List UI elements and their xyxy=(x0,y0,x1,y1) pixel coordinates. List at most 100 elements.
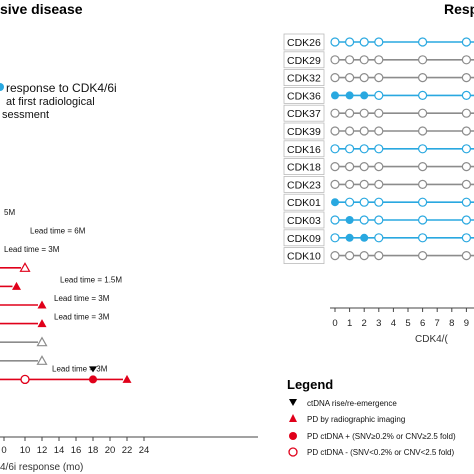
pd-imaging-open-marker xyxy=(19,262,31,272)
ctdna-negative-marker xyxy=(330,144,340,154)
left-x-axis-label: 4/6i response (mo) xyxy=(0,462,83,473)
pd-imaging-marker xyxy=(37,319,47,328)
patient-id-label: CDK03 xyxy=(287,215,321,227)
ctdna-positive-marker xyxy=(360,233,369,242)
lead-time-label: Lead time = 3M xyxy=(52,364,108,373)
left-timeline-rows: 5M Lead time = 6M Lead time = 3M Lead time … xyxy=(0,208,132,385)
patient-id-label: CDK16 xyxy=(287,144,321,156)
left-x-axis: 0 10 12 14 16 18 20 22 24 xyxy=(0,436,258,456)
ctdna-rise-marker xyxy=(89,366,97,373)
right-tick-label: 2 xyxy=(362,318,367,329)
ctdna-negative-marker xyxy=(345,197,355,207)
ctdna-negative-marker xyxy=(461,126,471,136)
patient-id-label: CDK01 xyxy=(287,197,321,209)
ctdna-negative-marker xyxy=(345,251,355,261)
lead-time-label: Lead time = 6M xyxy=(30,227,86,236)
legend-item-ctdna-rise: ctDNA rise/re-emergence xyxy=(307,399,397,408)
ctdna-negative-marker xyxy=(359,162,369,172)
patient-id-label: CDK37 xyxy=(287,108,321,120)
patient-id-label: CDK29 xyxy=(287,55,321,67)
patient-label-box xyxy=(283,122,325,140)
ctdna-negative-marker xyxy=(330,233,340,243)
ctdna-negative-marker xyxy=(345,162,355,172)
note-circle-icon xyxy=(0,83,4,91)
patient-id-label: CDK09 xyxy=(287,233,321,245)
ctdna-negative-marker xyxy=(345,72,355,83)
ctdna-negative-marker xyxy=(330,108,340,118)
note-line-1: response to CDK4/6i xyxy=(6,81,117,95)
patient-id-label: CDK23 xyxy=(287,179,321,191)
filled-circle-icon xyxy=(289,432,297,440)
ctdna-negative-marker xyxy=(418,251,428,261)
lead-time-label: Lead time = 3M xyxy=(54,313,110,322)
ctdna-negative-marker xyxy=(461,55,471,65)
patient-id-label: CDK26 xyxy=(287,37,321,49)
lead-time-label: Lead time = 3M xyxy=(54,294,110,303)
left-tick-label: 24 xyxy=(139,445,150,456)
patient-label-box xyxy=(283,229,325,247)
patient-label-box xyxy=(283,51,325,69)
ctdna-negative-marker xyxy=(374,37,384,47)
ctdna-negative-marker xyxy=(345,108,355,118)
right-tick-label: 9 xyxy=(464,318,469,329)
right-tick-label: 6 xyxy=(420,318,425,329)
ctdna-negative-marker xyxy=(418,90,428,101)
ctdna-positive-marker xyxy=(345,216,354,224)
ctdna-positive-marker xyxy=(331,91,339,100)
ctdna-negative-marker xyxy=(461,251,471,261)
ctdna-negative-marker xyxy=(374,215,384,225)
ctdna-negative-marker xyxy=(345,144,355,154)
ctdna-negative-marker xyxy=(374,179,384,189)
ctdna-negative-marker xyxy=(330,37,340,47)
ctdna-negative-marker xyxy=(359,126,369,136)
pd-imaging-marker xyxy=(122,374,132,383)
ctdna-positive-marker xyxy=(360,91,369,100)
left-tick-label: 18 xyxy=(88,445,99,456)
legend-title: Legend xyxy=(287,377,333,392)
ctdna-negative-marker xyxy=(374,108,384,118)
ctdna-negative-marker xyxy=(374,72,384,83)
note-line-2: at first radiological xyxy=(6,96,95,108)
left-tick-label: 14 xyxy=(54,445,65,456)
ctdna-negative-marker xyxy=(374,233,384,243)
ctdna-negative-marker xyxy=(374,162,384,172)
legend: Legend ctDNA rise/re-emergence PD by rad… xyxy=(287,377,456,457)
left-tick-label: 20 xyxy=(105,445,116,456)
ctdna-negative-marker xyxy=(330,72,340,83)
note-line-3: sessment xyxy=(2,109,49,121)
right-tick-label: 0 xyxy=(332,318,337,329)
down-triangle-icon xyxy=(289,399,297,406)
ctdna-negative-marker xyxy=(461,162,471,172)
left-panel-title: sive disease xyxy=(0,1,83,17)
ctdna-negative-marker xyxy=(461,215,471,225)
ctdna-negative-marker xyxy=(359,179,369,189)
left-tick-label: 22 xyxy=(122,445,133,456)
legend-item-ctdna-positive: PD ctDNA + (SNV≥0.2% or CNV≥2.5 fold) xyxy=(307,432,456,441)
ctdna-negative-marker xyxy=(461,144,471,154)
right-tick-label: 5 xyxy=(405,318,410,329)
ctdna-negative-marker xyxy=(461,108,471,118)
ctdna-positive-marker xyxy=(345,91,354,100)
patient-label-box xyxy=(283,104,325,122)
ctdna-negative-marker xyxy=(418,55,428,65)
patient-id-label: CDK32 xyxy=(287,73,321,85)
ctdna-negative-marker xyxy=(330,251,340,261)
ctdna-negative-marker xyxy=(418,179,428,189)
ctdna-negative-marker xyxy=(418,215,428,225)
left-tick-label: 0 xyxy=(1,445,6,456)
pd-imaging-marker xyxy=(37,300,47,309)
right-tick-label: 4 xyxy=(391,318,396,329)
right-tick-label: 8 xyxy=(449,318,454,329)
patient-label-box xyxy=(283,140,325,158)
ctdna-positive-marker xyxy=(89,375,97,384)
ctdna-negative-marker xyxy=(345,179,355,189)
ctdna-negative-marker xyxy=(359,108,369,118)
ctdna-negative-marker xyxy=(461,90,471,101)
patient-id-label: CDK10 xyxy=(287,251,321,263)
lead-time-label: Lead time = 3M xyxy=(4,245,60,254)
ctdna-negative-marker xyxy=(330,126,340,136)
open-circle-icon xyxy=(288,447,298,457)
patient-label-box xyxy=(283,211,325,229)
ctdna-negative-marker xyxy=(330,179,340,189)
